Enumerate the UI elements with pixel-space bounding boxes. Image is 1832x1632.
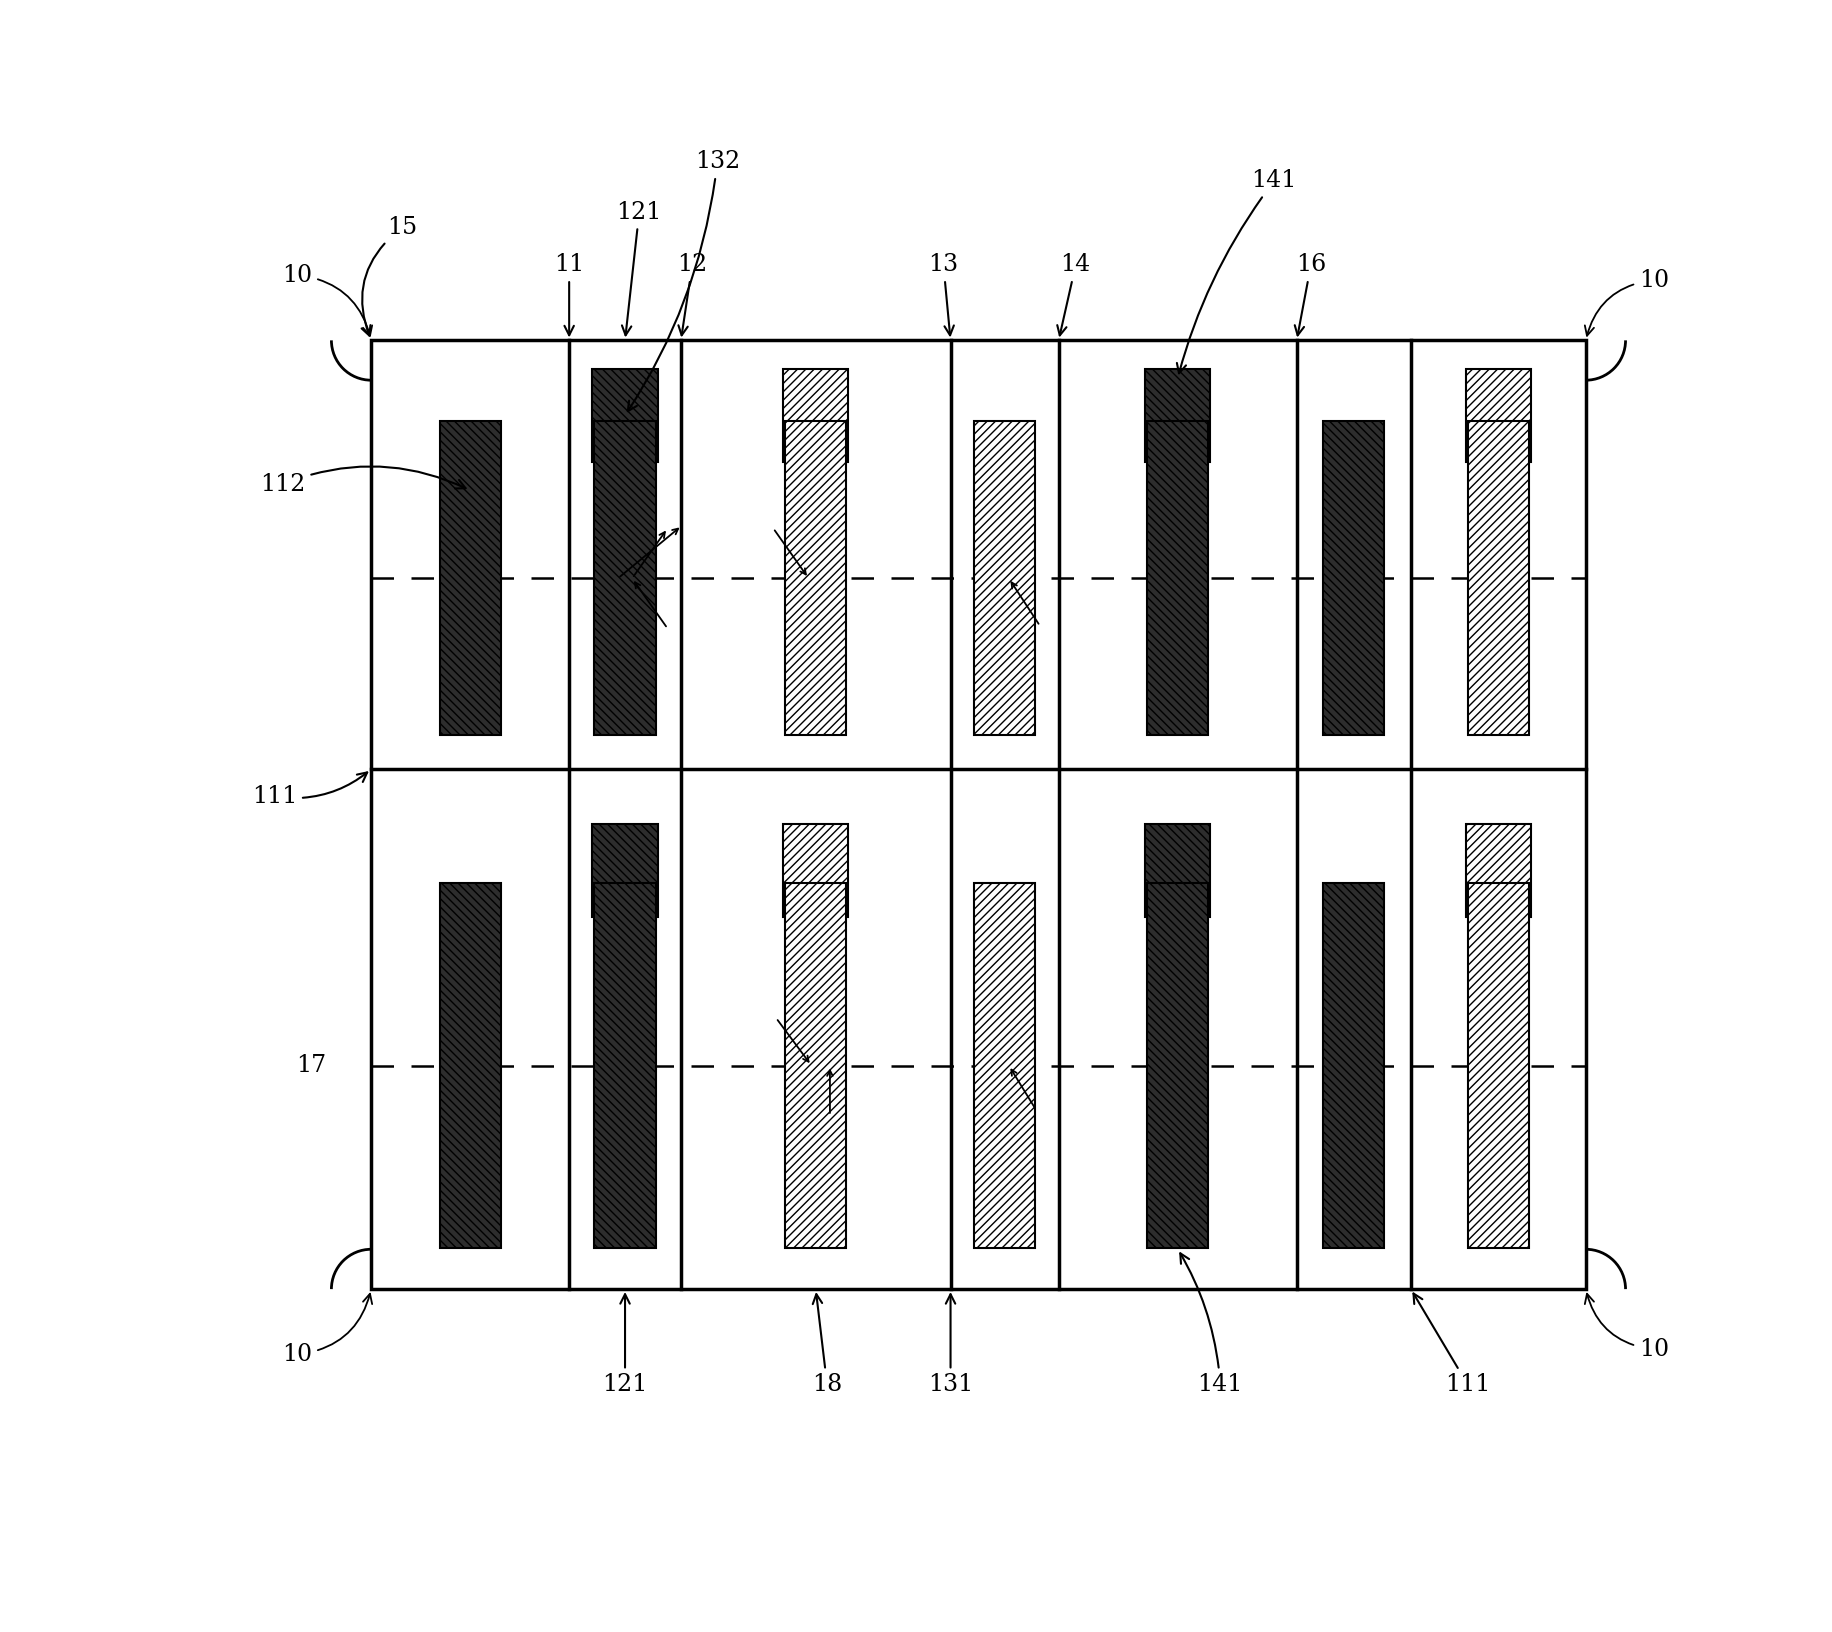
Bar — [370, 341, 1585, 1289]
Text: 13: 13 — [927, 253, 958, 335]
Bar — [1145, 369, 1209, 462]
Bar — [1147, 883, 1207, 1248]
Bar — [782, 369, 848, 462]
Bar — [1323, 421, 1383, 736]
Bar — [594, 421, 656, 736]
Bar — [782, 824, 848, 917]
Bar — [594, 883, 656, 1248]
Bar — [592, 369, 658, 462]
Bar — [1466, 369, 1530, 462]
Text: 121: 121 — [603, 1294, 647, 1395]
Text: 16: 16 — [1293, 253, 1325, 335]
Text: 10: 10 — [282, 1294, 372, 1366]
Text: 18: 18 — [812, 1294, 841, 1395]
Bar — [784, 883, 846, 1248]
Text: 14: 14 — [1057, 253, 1090, 335]
Text: 12: 12 — [676, 253, 707, 335]
Bar — [1466, 824, 1530, 917]
Bar — [1147, 421, 1207, 736]
Text: 17: 17 — [297, 1054, 326, 1077]
Text: 111: 111 — [251, 772, 366, 808]
Text: 15: 15 — [361, 215, 418, 336]
Bar — [1467, 883, 1528, 1248]
Text: 132: 132 — [628, 150, 740, 411]
Bar — [1323, 883, 1383, 1248]
Bar — [1467, 421, 1528, 736]
Text: 10: 10 — [282, 263, 372, 336]
Bar — [973, 883, 1035, 1248]
Text: 112: 112 — [260, 467, 465, 496]
Text: 121: 121 — [616, 201, 661, 335]
Bar — [440, 883, 500, 1248]
Text: 10: 10 — [1585, 1294, 1669, 1361]
Bar — [592, 824, 658, 917]
Bar — [784, 421, 846, 736]
Text: 141: 141 — [1176, 170, 1297, 374]
Bar — [440, 421, 500, 736]
Bar — [1145, 824, 1209, 917]
Text: 11: 11 — [553, 253, 584, 335]
Text: 111: 111 — [1412, 1294, 1489, 1395]
Text: 131: 131 — [927, 1294, 973, 1395]
Bar — [973, 421, 1035, 736]
Text: 10: 10 — [1585, 269, 1669, 336]
Text: 141: 141 — [1180, 1253, 1242, 1395]
